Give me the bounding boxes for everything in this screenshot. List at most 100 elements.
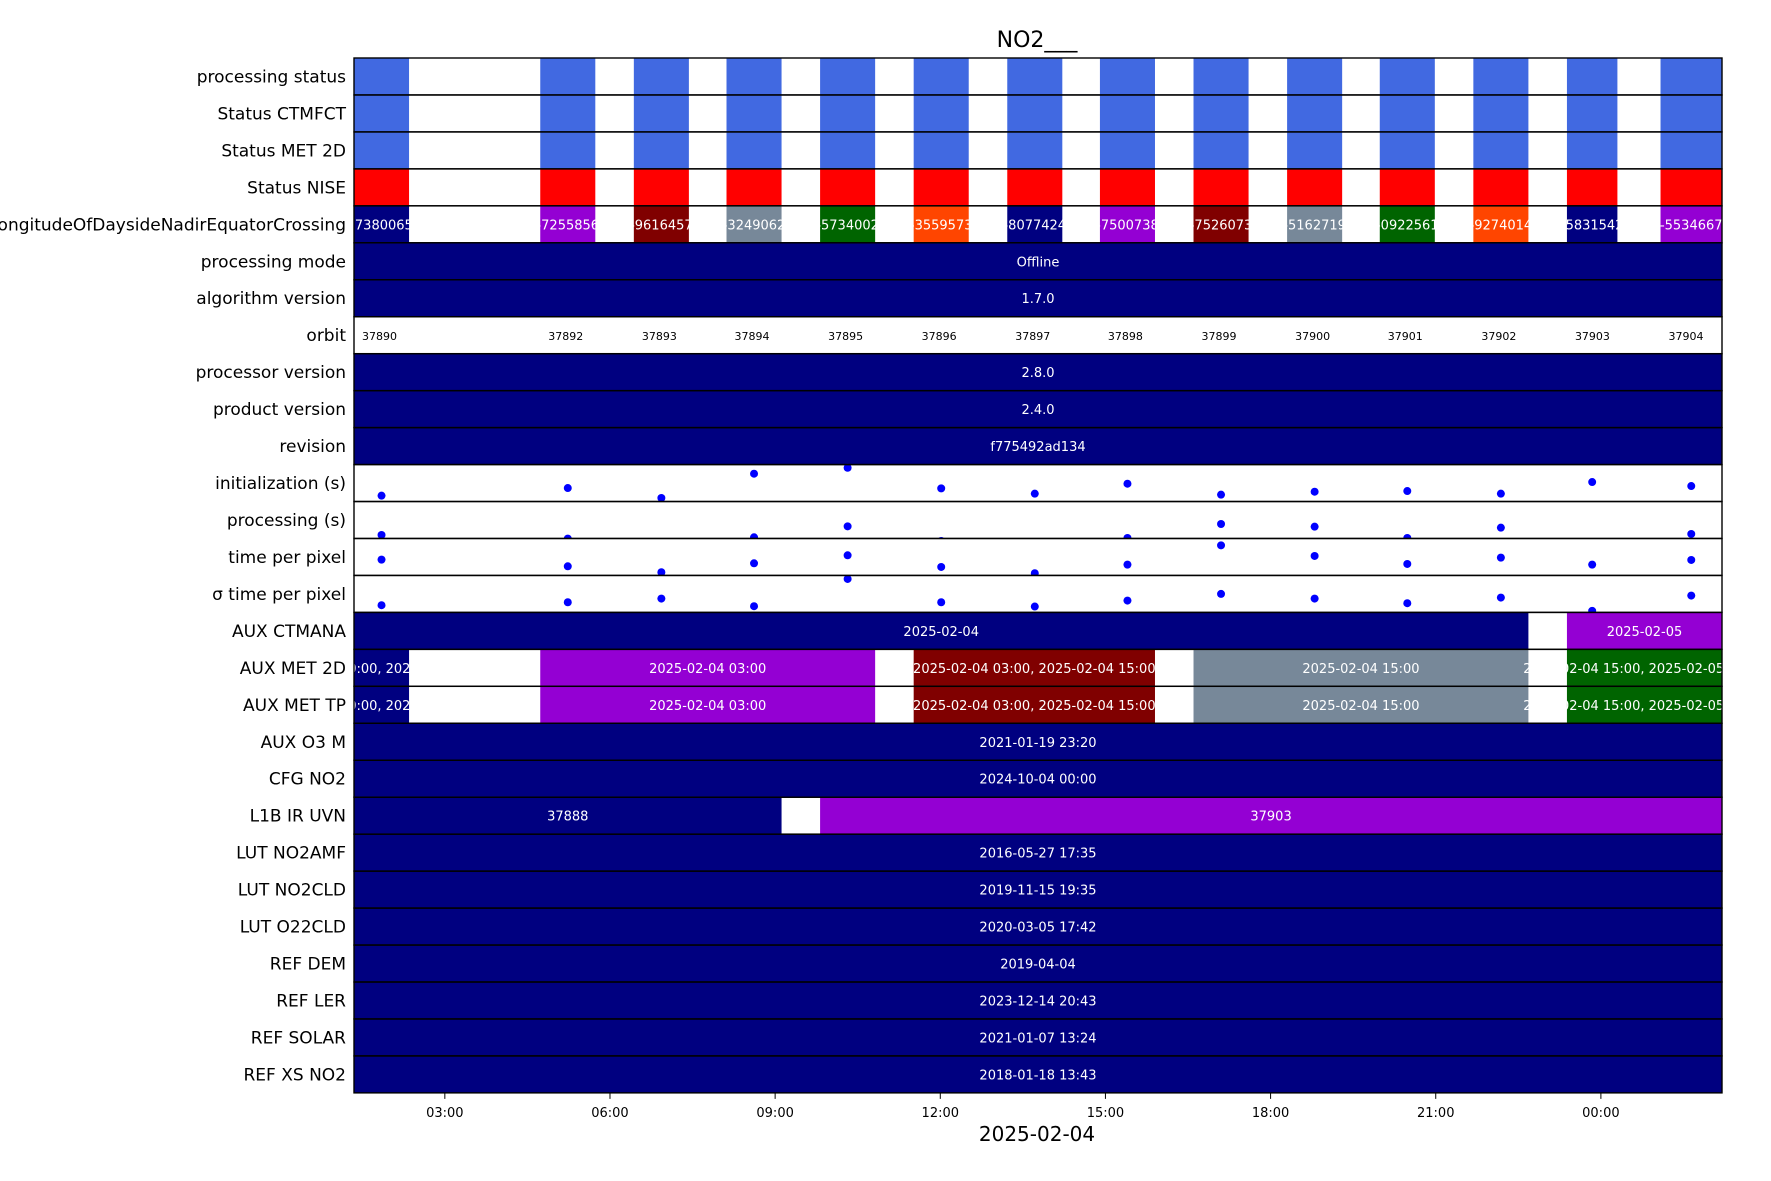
row-2: [354, 131, 1722, 169]
status-bar: [1193, 58, 1249, 95]
longitude-bar: [1193, 205, 1249, 243]
row-20: 37888 37903: [354, 797, 1722, 835]
row-background: [354, 538, 1722, 576]
span-label: 2025-02-05: [1607, 625, 1683, 640]
orbit-label: 37894: [735, 330, 770, 343]
longitude-bar: [354, 205, 410, 243]
status-bar: [1473, 58, 1529, 95]
plot-inner: -7380065 -7255856 -9616457 -3249062 -5734002…: [354, 58, 1722, 1093]
span-bar: [354, 279, 1722, 317]
x-tick-label: 15:00: [1087, 1106, 1124, 1121]
scatter-point: [843, 574, 852, 583]
scatter-point: [1310, 551, 1319, 560]
row-label: algorithm version: [196, 289, 346, 309]
status-bar: [726, 94, 782, 132]
status-bar: [1566, 58, 1618, 95]
x-tick-label: 00:00: [1582, 1106, 1619, 1121]
row-label: processing mode: [201, 252, 346, 272]
scatter-point: [1030, 602, 1039, 611]
status-bar: [354, 131, 410, 169]
status-bar: [633, 94, 689, 132]
row-26: 2021-01-07 13:24: [354, 1018, 1722, 1056]
longitude-label: -0922561: [1376, 218, 1439, 233]
scatter-point: [843, 463, 852, 472]
status-bar: [726, 168, 782, 206]
status-bar: [633, 168, 689, 206]
x-axis-label: 2025-02-04: [979, 1122, 1095, 1146]
span-bar: [354, 982, 1722, 1019]
row-labels: processing status Status CTMFCT Status MET…: [0, 67, 347, 1085]
status-bar: [1473, 131, 1529, 169]
status-bar: [1099, 94, 1155, 132]
span-label: 2025-02-04: [903, 625, 979, 640]
row-label: processing (s): [227, 511, 346, 531]
longitude-bar: [540, 205, 596, 243]
scatter-point: [1310, 594, 1319, 603]
span-label: f775492ad134: [990, 440, 1085, 455]
scatter-point: [563, 562, 572, 571]
status-bar: [1007, 58, 1063, 95]
longitude-bar: [1566, 205, 1618, 243]
scatter-point: [1496, 523, 1505, 532]
status-bar: [1193, 94, 1249, 132]
longitude-label: -9274014: [1470, 218, 1533, 233]
longitude-label: -5831542: [1561, 218, 1624, 233]
status-bar: [1566, 131, 1618, 169]
x-tick-label: 21:00: [1417, 1106, 1454, 1121]
span-bar: [1566, 649, 1722, 687]
x-tick-label: 12:00: [922, 1106, 959, 1121]
status-bar: [1566, 94, 1618, 132]
status-bar: [1099, 131, 1155, 169]
row-label: L1B IR UVN: [250, 807, 346, 827]
row-label: time per pixel: [228, 548, 346, 568]
scatter-point: [1217, 541, 1226, 550]
row-14: [354, 574, 1722, 615]
row-label: product version: [213, 400, 346, 420]
x-tick-label: 18:00: [1252, 1106, 1289, 1121]
longitude-bar: [1660, 205, 1722, 243]
status-bar: [540, 94, 596, 132]
status-bar: [1473, 168, 1529, 206]
scatter-point: [750, 559, 759, 568]
span-bar: [354, 797, 782, 835]
longitude-bar: [1287, 205, 1343, 243]
row-19: 2024-10-04 00:00: [354, 760, 1722, 798]
orbit-label: 37902: [1481, 330, 1516, 343]
status-bar: [726, 131, 782, 169]
status-bar: [1566, 168, 1618, 206]
span-bar: [540, 686, 876, 724]
row-4: -7380065 -7255856 -9616457 -3249062 -5734002…: [354, 205, 1722, 243]
span-label: 2019-04-04: [1000, 958, 1076, 973]
longitude-label: -5734002: [816, 218, 879, 233]
row-23: 2020-03-05 17:42: [354, 908, 1722, 946]
x-tick-label: 09:00: [756, 1106, 793, 1121]
scatter-point: [1687, 482, 1696, 491]
row-21: 2016-05-27 17:35: [354, 834, 1722, 872]
status-bar: [1660, 94, 1722, 132]
row-5: Offline: [354, 242, 1722, 280]
span-bar: [913, 686, 1155, 724]
scatter-point: [1217, 519, 1226, 528]
span-label: 2025-02-04 03:00, 2025-02-04 15:00: [913, 662, 1156, 677]
scatter-point: [1310, 522, 1319, 531]
status-bar: [1287, 58, 1343, 95]
scatter-point: [1588, 478, 1597, 487]
span-label: 2016-05-27 17:35: [979, 847, 1096, 862]
span-label: 2.4.0: [1021, 403, 1054, 418]
row-25: 2023-12-14 20:43: [354, 982, 1722, 1019]
span-bar: [1193, 649, 1529, 687]
longitude-label: -7500738: [1096, 218, 1159, 233]
span-bar: [1566, 686, 1722, 724]
row-22: 2019-11-15 19:35: [354, 871, 1722, 909]
scatter-point: [1496, 553, 1505, 562]
row-16: 2025-02-04 00:00, 2025-02-04 03:00 2025-0…: [354, 649, 1722, 687]
row-label: processing status: [197, 67, 346, 87]
scatter-point: [563, 484, 572, 493]
scatter-point: [657, 594, 666, 603]
status-bar: [1379, 168, 1435, 206]
span-label: 2024-10-04 00:00: [979, 773, 1096, 788]
row-12: [354, 501, 1722, 572]
status-bar: [540, 131, 596, 169]
row-label: Status NISE: [247, 178, 346, 198]
